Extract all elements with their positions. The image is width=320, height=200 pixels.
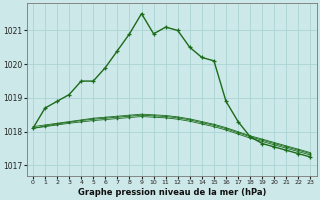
X-axis label: Graphe pression niveau de la mer (hPa): Graphe pression niveau de la mer (hPa)	[77, 188, 266, 197]
